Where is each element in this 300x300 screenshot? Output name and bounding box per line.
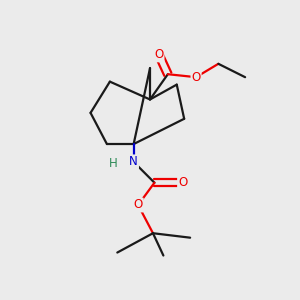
Text: N: N [129, 155, 138, 168]
Text: O: O [154, 48, 164, 62]
Text: O: O [178, 176, 187, 189]
Text: O: O [134, 199, 143, 212]
Text: H: H [109, 157, 117, 170]
Text: O: O [191, 71, 201, 84]
